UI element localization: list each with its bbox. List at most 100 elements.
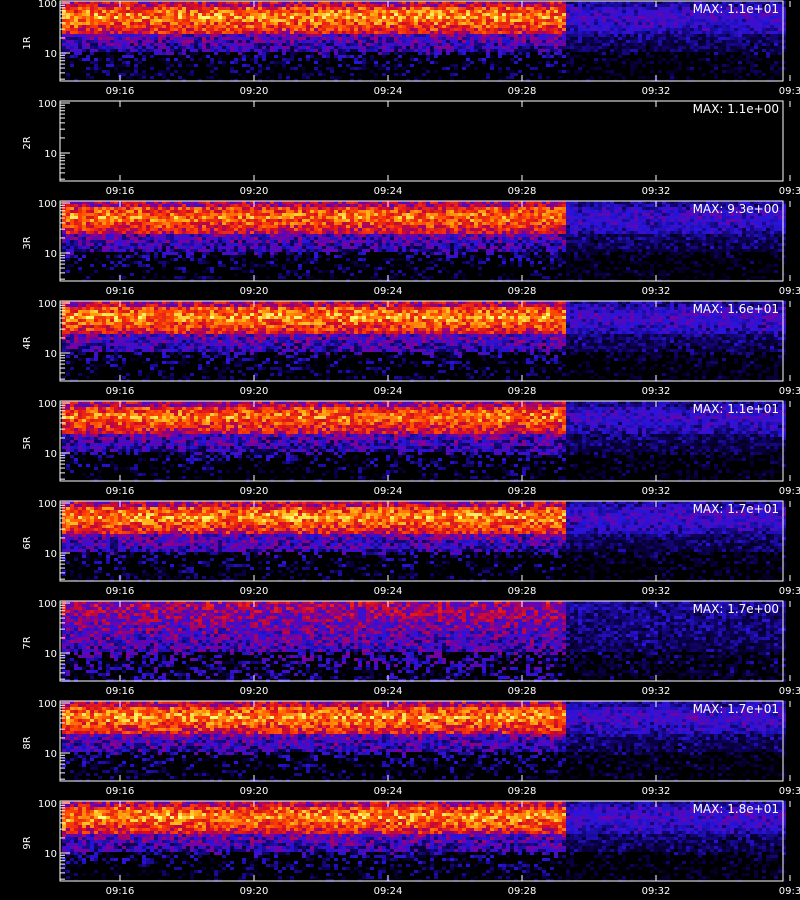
- heatmap-cell: [502, 37, 506, 40]
- heatmap-cell: [318, 70, 322, 73]
- heatmap-cell: [158, 73, 162, 76]
- heatmap-cell: [438, 10, 442, 13]
- heatmap-cell: [598, 19, 602, 22]
- heatmap-cell: [202, 231, 206, 234]
- heatmap-cell: [726, 64, 730, 67]
- heatmap-cell: [674, 43, 678, 46]
- heatmap-cell: [210, 231, 214, 234]
- heatmap-cell: [286, 13, 290, 16]
- heatmap-cell: [174, 249, 178, 252]
- heatmap-cell: [62, 43, 66, 46]
- heatmap-cell: [658, 16, 662, 19]
- heatmap-cell: [502, 43, 506, 46]
- heatmap-cell: [266, 210, 270, 213]
- heatmap-cell: [94, 201, 98, 204]
- heatmap-cell: [578, 55, 582, 58]
- heatmap-cell: [726, 58, 730, 61]
- heatmap-cell: [666, 43, 670, 46]
- heatmap-cell: [166, 4, 170, 7]
- heatmap-cell: [238, 210, 242, 213]
- heatmap-cell: [206, 49, 210, 52]
- heatmap-cell: [654, 7, 658, 10]
- heatmap-cell: [174, 7, 178, 10]
- heatmap-cell: [382, 13, 386, 16]
- heatmap-cell: [102, 246, 106, 249]
- heatmap-cell: [274, 7, 278, 10]
- heatmap-cell: [122, 276, 126, 279]
- heatmap-cell: [758, 7, 762, 10]
- heatmap-cell: [374, 46, 378, 49]
- heatmap-cell: [406, 4, 410, 7]
- heatmap-cell: [166, 61, 170, 64]
- heatmap-cell: [374, 7, 378, 10]
- heatmap-cell: [238, 246, 242, 249]
- heatmap-cell: [506, 70, 510, 73]
- heatmap-cell: [470, 46, 474, 49]
- heatmap-cell: [682, 25, 686, 28]
- heatmap-cell: [298, 34, 302, 37]
- heatmap-cell: [182, 276, 186, 279]
- heatmap-cell: [314, 34, 318, 37]
- heatmap-cell: [274, 225, 278, 228]
- heatmap-cell: [126, 243, 130, 246]
- heatmap-cell: [214, 67, 218, 70]
- heatmap-cell: [522, 22, 526, 25]
- heatmap-cell: [538, 28, 542, 31]
- heatmap-cell: [542, 19, 546, 22]
- heatmap-cell: [246, 231, 250, 234]
- heatmap-cell: [106, 10, 110, 13]
- heatmap-cell: [214, 49, 218, 52]
- heatmap-cell: [162, 219, 166, 222]
- heatmap-cell: [266, 267, 270, 270]
- heatmap-cell: [398, 31, 402, 34]
- heatmap-cell: [102, 70, 106, 73]
- heatmap-cell: [354, 13, 358, 16]
- heatmap-cell: [614, 7, 618, 10]
- heatmap-cell: [494, 13, 498, 16]
- heatmap-cell: [502, 7, 506, 10]
- heatmap-cell: [538, 46, 542, 49]
- heatmap-cell: [270, 13, 274, 16]
- heatmap-cell: [162, 16, 166, 19]
- heatmap-cell: [274, 234, 278, 237]
- heatmap-cell: [282, 10, 286, 13]
- heatmap-cell: [266, 7, 270, 10]
- heatmap-cell: [686, 25, 690, 28]
- heatmap-cell: [242, 213, 246, 216]
- heatmap-cell: [338, 16, 342, 19]
- heatmap-cell: [298, 4, 302, 7]
- heatmap-cell: [654, 19, 658, 22]
- heatmap-cell: [326, 7, 330, 10]
- heatmap-cell: [166, 1, 170, 4]
- heatmap-cell: [270, 252, 274, 255]
- heatmap-cell: [190, 7, 194, 10]
- heatmap-cell: [278, 61, 282, 64]
- heatmap-cell: [262, 43, 266, 46]
- heatmap-cell: [250, 31, 254, 34]
- heatmap-cell: [270, 40, 274, 43]
- heatmap-cell: [134, 43, 138, 46]
- heatmap-cell: [770, 28, 774, 31]
- heatmap-cell: [598, 67, 602, 70]
- heatmap-cell: [218, 261, 222, 264]
- heatmap-cell: [266, 10, 270, 13]
- heatmap-cell: [250, 210, 254, 213]
- heatmap-cell: [210, 204, 214, 207]
- heatmap-cell: [378, 25, 382, 28]
- heatmap-cell: [394, 52, 398, 55]
- heatmap-cell: [202, 13, 206, 16]
- heatmap-cell: [578, 7, 582, 10]
- heatmap-cell: [274, 207, 278, 210]
- heatmap-cell: [730, 28, 734, 31]
- heatmap-cell: [246, 270, 250, 273]
- heatmap-cell: [606, 46, 610, 49]
- heatmap-cell: [402, 37, 406, 40]
- heatmap-cell: [770, 31, 774, 34]
- heatmap-cell: [74, 7, 78, 10]
- heatmap-cell: [98, 22, 102, 25]
- heatmap-cell: [174, 240, 178, 243]
- heatmap-cell: [750, 49, 754, 52]
- heatmap-cell: [698, 49, 702, 52]
- heatmap-cell: [770, 19, 774, 22]
- heatmap-cell: [190, 216, 194, 219]
